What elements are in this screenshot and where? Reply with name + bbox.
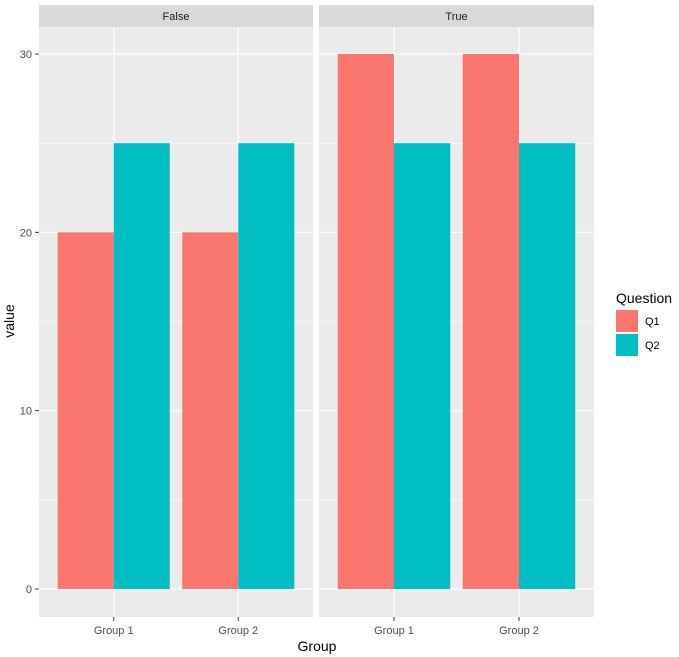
- legend-title: Question: [616, 290, 672, 306]
- bar-false-group-2-q2: [238, 143, 295, 589]
- y-tick-label-10: 10: [20, 406, 32, 418]
- bar-true-group-2-q1: [462, 54, 519, 589]
- bar-false-group-1-q1: [57, 232, 114, 590]
- facet-strip-true: [319, 5, 594, 27]
- y-axis-title: value: [1, 304, 17, 338]
- legend-label-q2: Q2: [645, 340, 660, 352]
- x-tick-label-true-2: Group 2: [499, 625, 539, 637]
- legend-label-q1: Q1: [645, 316, 660, 328]
- bar-false-group-1-q2: [113, 143, 170, 589]
- y-tick-label-20: 20: [20, 227, 32, 239]
- legend-items: Q1 Q2: [616, 310, 660, 356]
- legend-key-q2: [616, 334, 638, 356]
- facet-strip-label-true: True: [445, 11, 467, 23]
- x-tick-label-false-1: Group 1: [94, 625, 134, 637]
- bar-true-group-1-q2: [394, 143, 451, 589]
- bar-true-group-1-q1: [337, 54, 394, 589]
- bar-true-group-2-q2: [519, 143, 576, 589]
- x-tick-label-true-1: Group 1: [374, 625, 414, 637]
- facet-strip-label-false: False: [163, 11, 190, 23]
- facet-strip-false: [39, 5, 313, 27]
- y-tick-label-0: 0: [26, 584, 32, 596]
- bars-layer: [57, 54, 576, 590]
- y-tick-label-30: 30: [20, 49, 32, 61]
- axes-layer: Group 1 Group 2 Group 1 Group 2 0 10 20 30: [20, 49, 539, 637]
- bar-false-group-2-q1: [182, 232, 239, 590]
- x-tick-label-false-2: Group 2: [218, 625, 258, 637]
- x-axis-title: Group: [298, 638, 337, 654]
- legend-key-q1: [616, 310, 638, 332]
- legend: Question Q1 Q2: [616, 290, 672, 356]
